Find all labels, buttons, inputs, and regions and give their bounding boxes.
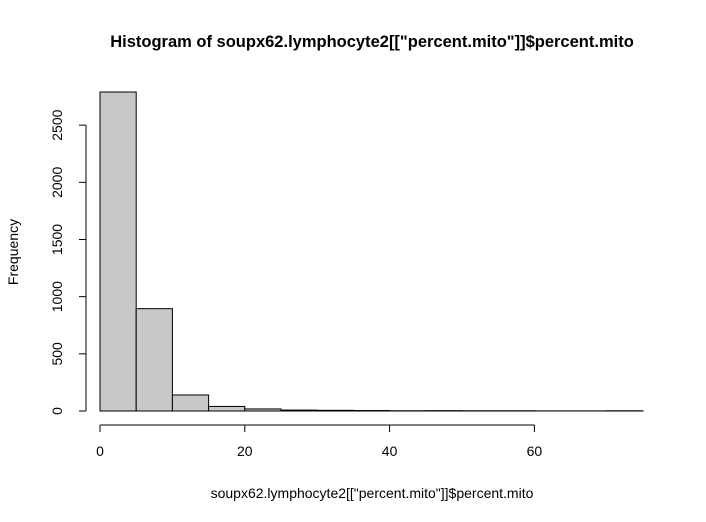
y-axis: 0 500 1000 1500 2000 2500: [49, 109, 87, 415]
y-tick-label: 2000: [49, 167, 65, 198]
y-tick-label: 500: [49, 342, 65, 366]
histogram-bar: [316, 409, 354, 412]
y-tick-label: 2500: [49, 109, 65, 140]
y-axis-label: Frequency: [5, 219, 21, 285]
histogram-bar: [244, 408, 282, 412]
y-tick-label: 1500: [49, 224, 65, 255]
x-tick-label: 0: [96, 443, 104, 459]
bars-group: [99, 91, 644, 412]
histogram-bar: [135, 308, 173, 412]
x-axis: 0 20 40 60: [96, 424, 543, 459]
x-tick-label: 20: [237, 443, 253, 459]
x-axis-label: soupx62.lymphocyte2[["percent.mito"]]$pe…: [211, 485, 534, 501]
histogram-bar: [280, 409, 318, 412]
chart-title: Histogram of soupx62.lymphocyte2[["perce…: [110, 33, 634, 51]
x-tick-label: 60: [527, 443, 543, 459]
y-tick-label: 0: [49, 407, 65, 415]
histogram-bar: [171, 394, 210, 412]
x-tick-label: 40: [382, 443, 398, 459]
histogram-bar: [99, 91, 137, 412]
histogram-bar: [208, 405, 246, 412]
y-tick-label: 1000: [49, 281, 65, 312]
